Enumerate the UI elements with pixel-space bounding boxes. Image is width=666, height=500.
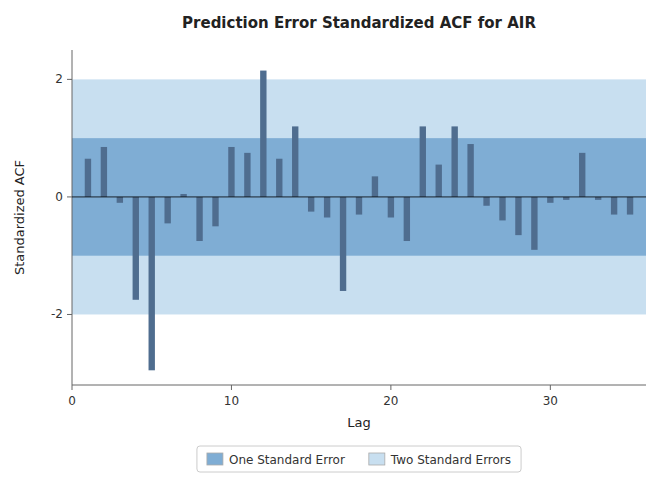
bar [563,197,569,200]
x-tick-label: 30 [543,394,558,408]
bar [499,197,505,221]
x-tick-label: 10 [224,394,239,408]
bar [404,197,410,241]
y-tick-label: -2 [51,307,63,321]
x-tick [550,385,551,390]
bar [547,197,553,203]
bar [308,197,314,212]
bar [292,126,298,197]
bar [483,197,489,206]
x-axis-label: Lag [347,415,370,430]
x-axis-line [72,385,646,386]
zero-line [72,196,646,197]
bar [579,153,585,197]
y-tick [67,314,72,315]
x-tick [72,385,73,390]
bar [356,197,362,215]
y-axis-line [72,50,73,385]
bar [324,197,330,218]
x-tick [231,385,232,390]
legend-item: One Standard Error [207,453,345,467]
plot-area [72,71,646,371]
y-tick [67,196,72,197]
chart: Prediction Error Standardized ACF for AI… [0,0,666,500]
legend-swatch [369,453,385,465]
bar [228,147,234,197]
bar [133,197,139,300]
y-axis-label: Standardized ACF [12,160,27,275]
bar [260,71,266,197]
bar [340,197,346,291]
band [72,138,646,256]
bar [85,159,91,197]
y-tick [67,79,72,80]
bar [515,197,521,235]
bar [388,197,394,218]
bar [451,126,457,197]
legend: One Standard Error Two Standard Errors [197,446,521,472]
x-tick [390,385,391,390]
bar [436,165,442,197]
x-tick-label: 0 [68,394,76,408]
bar [149,197,155,370]
bar [531,197,537,250]
legend-swatch [207,453,223,465]
y-tick-label: 0 [55,190,63,204]
title: Prediction Error Standardized ACF for AI… [182,14,536,32]
legend-label: Two Standard Errors [390,453,511,467]
bar [627,197,633,215]
bar [244,153,250,197]
bar [101,147,107,197]
axes: -2020102030 [51,50,646,408]
bar [180,194,186,197]
legend-label: One Standard Error [229,453,345,467]
bar [595,197,601,200]
y-tick-label: 2 [55,72,63,86]
bar [420,126,426,197]
bar [611,197,617,215]
bar [117,197,123,203]
bar [196,197,202,241]
legend-frame [197,446,521,472]
bar [467,144,473,197]
bar [276,159,282,197]
bar [212,197,218,226]
legend-item: Two Standard Errors [369,453,511,467]
bar [372,176,378,197]
bar [164,197,170,223]
band [72,79,646,314]
x-tick-label: 20 [383,394,398,408]
